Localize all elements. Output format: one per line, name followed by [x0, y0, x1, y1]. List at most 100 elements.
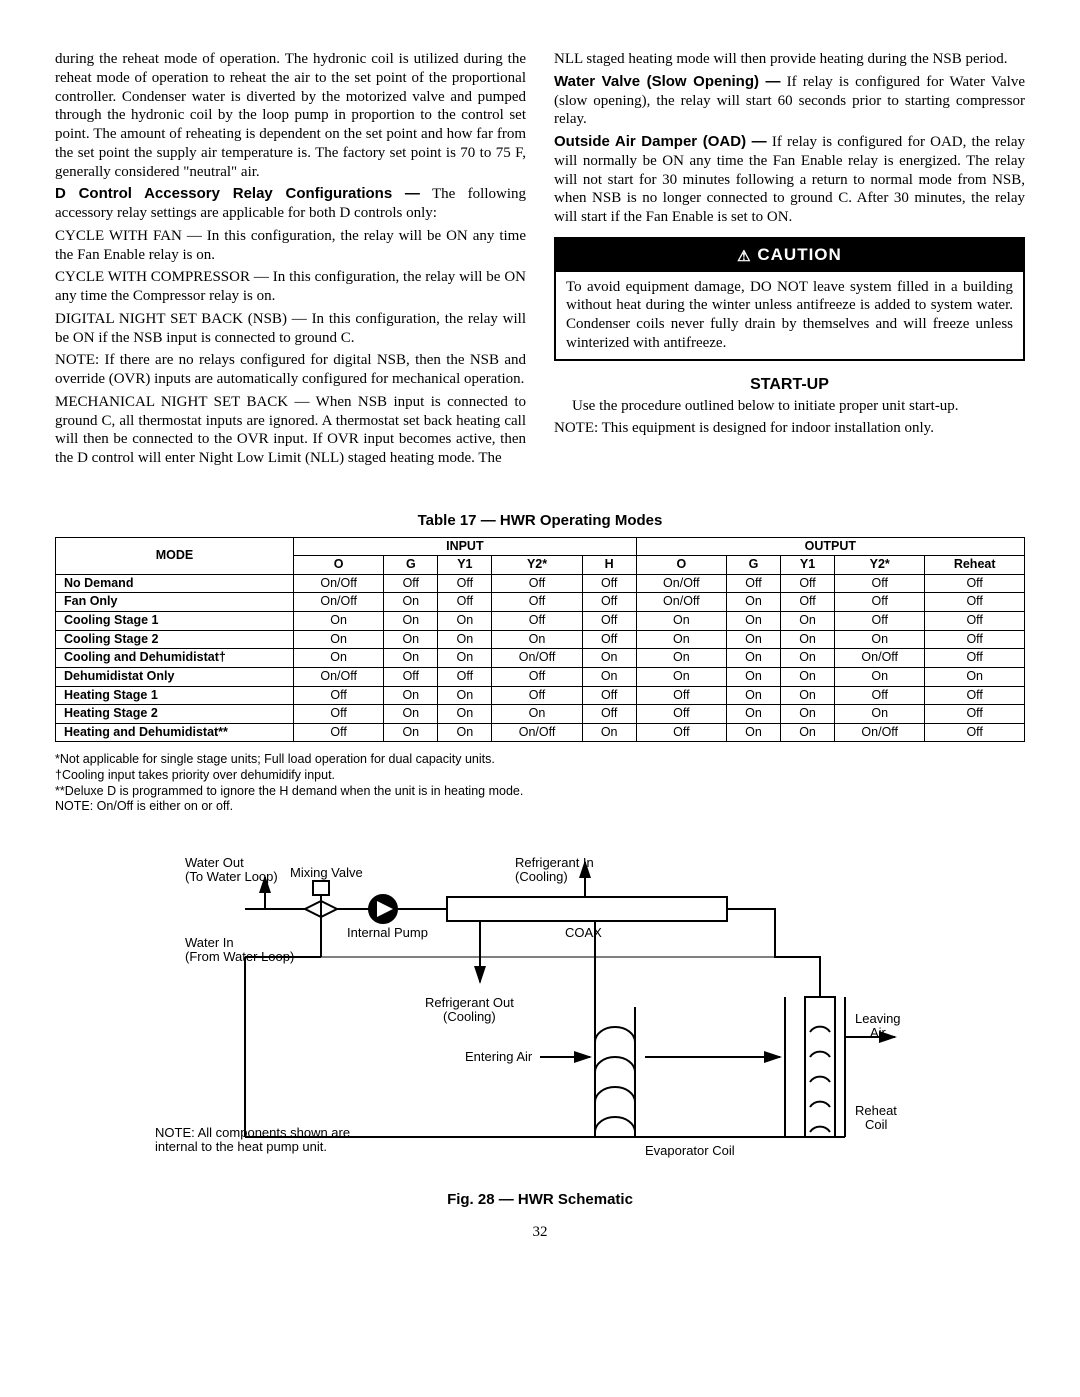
cell: On: [384, 686, 438, 705]
para: NOTE: If there are no relays configured …: [55, 351, 526, 389]
svg-text:Leaving: Leaving: [855, 1011, 901, 1026]
cell: Off: [438, 574, 492, 593]
hwr-schematic-svg: Water Out (To Water Loop) Mixing Valve R…: [125, 837, 955, 1177]
subhead: Water Valve (Slow Opening) —: [554, 73, 781, 90]
cell: Off: [636, 705, 726, 724]
col-header: H: [582, 556, 636, 575]
cell: Off: [582, 574, 636, 593]
cell: Off: [294, 686, 384, 705]
cell: On: [726, 686, 780, 705]
cell: Off: [781, 574, 835, 593]
cell: Off: [636, 723, 726, 742]
table-row: No DemandOn/OffOffOffOffOffOn/OffOffOffO…: [56, 574, 1025, 593]
col-mode: MODE: [56, 537, 294, 574]
para: during the reheat mode of operation. The…: [55, 50, 526, 181]
cell: Off: [636, 686, 726, 705]
cell: On: [384, 630, 438, 649]
cell: Off: [835, 593, 925, 612]
table-notes: *Not applicable for single stage units; …: [55, 752, 1025, 815]
cell: Off: [582, 612, 636, 631]
cell: On: [925, 667, 1025, 686]
cell: Off: [781, 593, 835, 612]
two-column-text: during the reheat mode of operation. The…: [55, 50, 1025, 472]
cell: On: [781, 612, 835, 631]
cell: Off: [384, 667, 438, 686]
caution-header: ⚠ CAUTION: [556, 239, 1023, 272]
cell: On: [438, 723, 492, 742]
note: **Deluxe D is programmed to ignore the H…: [55, 784, 1025, 800]
cell: On: [438, 705, 492, 724]
cell: Off: [384, 574, 438, 593]
para: NLL staged heating mode will then provid…: [554, 50, 1025, 69]
svg-text:Air: Air: [870, 1025, 887, 1040]
table-title: Table 17 — HWR Operating Modes: [55, 512, 1025, 531]
row-mode: Heating and Dehumidistat**: [56, 723, 294, 742]
svg-text:COAX: COAX: [565, 925, 602, 940]
note: *Not applicable for single stage units; …: [55, 752, 1025, 768]
cell: On: [726, 593, 780, 612]
row-mode: Dehumidistat Only: [56, 667, 294, 686]
cell: Off: [438, 593, 492, 612]
cell: On: [294, 630, 384, 649]
subheading-para: D Control Accessory Relay Configurations…: [55, 185, 526, 223]
col-header: Y2*: [492, 556, 582, 575]
table-row: Cooling Stage 2OnOnOnOnOffOnOnOnOnOff: [56, 630, 1025, 649]
svg-text:Coil: Coil: [865, 1117, 888, 1132]
cell: Off: [492, 612, 582, 631]
cell: On/Off: [636, 593, 726, 612]
svg-text:internal to the heat pump unit: internal to the heat pump unit.: [155, 1139, 327, 1154]
cell: On/Off: [492, 649, 582, 668]
svg-text:Internal Pump: Internal Pump: [347, 925, 428, 940]
row-mode: Cooling Stage 1: [56, 612, 294, 631]
svg-text:Water Out: Water Out: [185, 855, 244, 870]
table-row: Heating Stage 2OffOnOnOnOffOffOnOnOnOff: [56, 705, 1025, 724]
para: Use the procedure outlined below to init…: [554, 397, 1025, 416]
cell: Off: [835, 574, 925, 593]
svg-text:Refrigerant Out: Refrigerant Out: [425, 995, 514, 1010]
cell: On/Off: [294, 574, 384, 593]
cell: On: [294, 612, 384, 631]
row-mode: No Demand: [56, 574, 294, 593]
startup-heading: START-UP: [554, 375, 1025, 395]
cell: On: [781, 723, 835, 742]
cell: Off: [294, 723, 384, 742]
figure-title: Fig. 28 — HWR Schematic: [55, 1191, 1025, 1210]
col-header: Y1: [781, 556, 835, 575]
page-number: 32: [55, 1223, 1025, 1242]
col-header: Y1: [438, 556, 492, 575]
schematic: Water Out (To Water Loop) Mixing Valve R…: [55, 837, 1025, 1210]
col-header: Y2*: [835, 556, 925, 575]
cell: On: [492, 630, 582, 649]
svg-text:Reheat: Reheat: [855, 1103, 897, 1118]
cell: On: [726, 630, 780, 649]
cell: On: [636, 667, 726, 686]
cell: On/Off: [294, 667, 384, 686]
cell: On: [726, 723, 780, 742]
cell: On: [438, 649, 492, 668]
svg-text:(From Water Loop): (From Water Loop): [185, 949, 294, 964]
caution-body: To avoid equipment damage, DO NOT leave …: [556, 272, 1023, 359]
cell: Off: [582, 705, 636, 724]
cell: On: [726, 612, 780, 631]
col-input: INPUT: [294, 537, 637, 556]
cell: On: [636, 630, 726, 649]
subheading-para: Water Valve (Slow Opening) — If relay is…: [554, 73, 1025, 129]
svg-text:Evaporator Coil: Evaporator Coil: [645, 1143, 735, 1158]
cell: Off: [925, 649, 1025, 668]
cell: On/Off: [636, 574, 726, 593]
cell: On/Off: [294, 593, 384, 612]
cell: On: [726, 649, 780, 668]
cell: On/Off: [835, 649, 925, 668]
cell: Off: [582, 593, 636, 612]
table-row: Heating Stage 1OffOnOnOffOffOffOnOnOffOf…: [56, 686, 1025, 705]
col-header: O: [636, 556, 726, 575]
cell: On: [636, 649, 726, 668]
cell: On: [492, 705, 582, 724]
table-row: Dehumidistat OnlyOn/OffOffOffOffOnOnOnOn…: [56, 667, 1025, 686]
row-mode: Cooling Stage 2: [56, 630, 294, 649]
warning-icon: ⚠: [737, 248, 751, 265]
table-header-row: MODE INPUT OUTPUT: [56, 537, 1025, 556]
right-column: NLL staged heating mode will then provid…: [554, 50, 1025, 472]
svg-text:NOTE: All components shown are: NOTE: All components shown are: [155, 1125, 350, 1140]
col-header: G: [384, 556, 438, 575]
